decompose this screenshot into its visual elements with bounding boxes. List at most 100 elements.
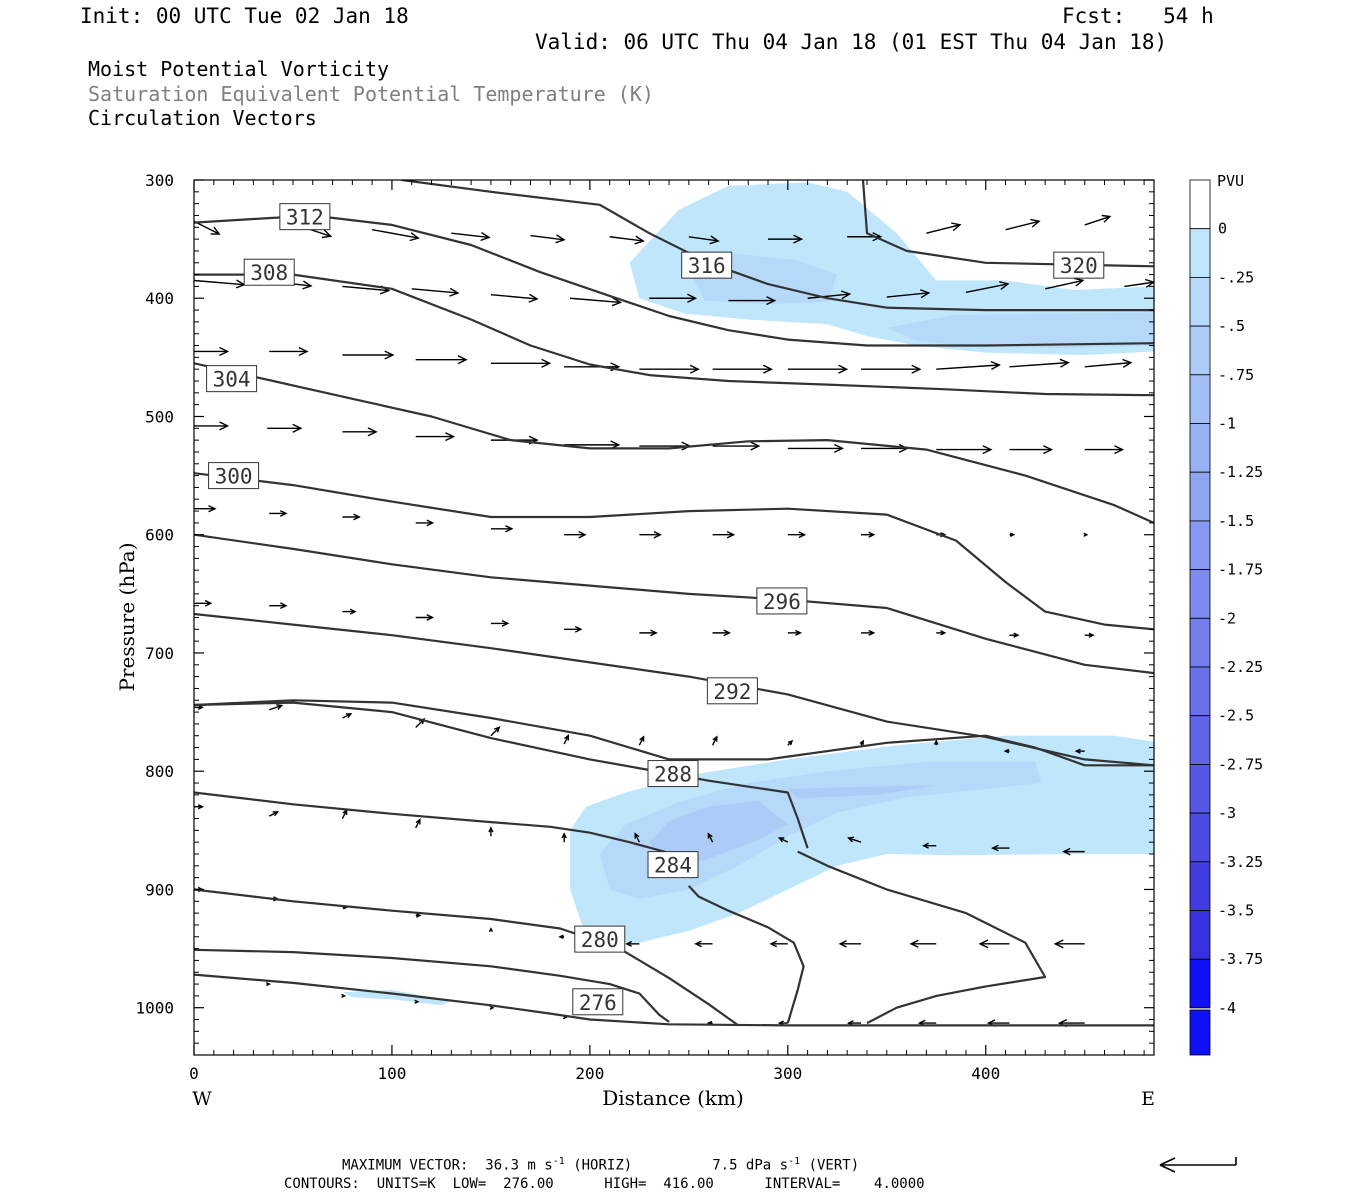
circulation-vector (415, 519, 435, 527)
theta-contour-296 (194, 533, 1154, 675)
valid-time: Valid: 06 UTC Thu 04 Jan 18 (01 EST Thu … (535, 30, 1168, 54)
circulation-vector (639, 364, 700, 374)
contour-label: 300 (215, 465, 253, 489)
circulation-vector (269, 346, 309, 357)
y-tick-label: 1000 (135, 999, 174, 1018)
circulation-vector (688, 235, 720, 245)
circulation-vector (1084, 358, 1133, 368)
circulation-vector (194, 421, 230, 431)
circulation-vector (639, 629, 658, 637)
contour-label-box (706, 677, 758, 705)
contour-label: 316 (688, 254, 726, 278)
colorbar-level-label: -.75 (1218, 366, 1254, 384)
max-vector-info: MAXIMUM VECTOR: 36.3 m s-1 (HORIZ) 7.5 dP… (342, 1156, 859, 1174)
colorbar-swatch (1189, 520, 1211, 571)
circulation-vector (451, 232, 491, 242)
vert-unit: (VERT) (808, 1157, 860, 1174)
colorbar-swatch (1189, 617, 1211, 668)
init-time: Init: 00 UTC Tue 02 Jan 18 (80, 4, 409, 28)
x-end-label-east: E (1141, 1088, 1155, 1110)
circulation-vector (886, 289, 931, 299)
field-title-vectors: Circulation Vectors (88, 106, 317, 130)
colorbar-level-label: -1.25 (1218, 463, 1263, 481)
circulation-vector (194, 504, 217, 513)
circulation-vector (488, 826, 494, 837)
circulation-vector (269, 510, 288, 517)
pv-region (787, 785, 937, 799)
contour-label-box (647, 851, 699, 879)
colorbar-swatch (1189, 715, 1211, 765)
colorbar-title: PVU (1217, 172, 1244, 190)
circulation-vector (712, 364, 774, 374)
contour-label-box (572, 988, 624, 1016)
circulation-vector (530, 234, 566, 244)
contour-label-box (206, 365, 258, 393)
circulation-vector (194, 704, 204, 711)
circulation-vector (269, 602, 288, 610)
forecast-hour: Fcst: 54 h (1062, 4, 1214, 28)
contour-label: 292 (713, 680, 751, 704)
circulation-vector (787, 443, 845, 453)
reference-vector-arrow (1159, 1157, 1237, 1173)
contour-label: 296 (763, 590, 801, 614)
circulation-vector (926, 222, 962, 234)
circulation-vector (1084, 445, 1125, 455)
colorbar-level-label: -3.5 (1218, 902, 1254, 920)
circulation-vector (268, 704, 284, 711)
circulation-vector (490, 525, 514, 533)
circulation-vector (415, 913, 422, 918)
circulation-vector (561, 832, 567, 843)
theta-contour-276 (194, 973, 1154, 1027)
circulation-vector (1062, 847, 1085, 856)
circulation-vector (728, 296, 777, 306)
circulation-vector (846, 836, 862, 843)
field-title-pv: Moist Potential Vorticity (88, 57, 390, 81)
circulation-vector (342, 350, 395, 360)
circulation-vector (777, 837, 789, 843)
circulation-vector (342, 608, 357, 615)
circulation-vector (639, 530, 663, 539)
theta-contour-288 (194, 701, 809, 849)
theta-contour-316 (401, 180, 1154, 312)
contour-label-box (208, 462, 260, 490)
circulation-vector (1083, 532, 1089, 537)
colorbar-level-label: -1.75 (1218, 561, 1263, 579)
x-end-label-west: W (192, 1088, 212, 1110)
max-vector-value: MAXIMUM VECTOR: 36.3 m s (342, 1157, 553, 1174)
circulation-vector (609, 235, 645, 245)
circulation-vector (267, 423, 303, 433)
contour-label: 320 (1060, 254, 1098, 278)
circulation-vector (194, 279, 247, 289)
contour-label: 284 (654, 854, 692, 878)
circulation-vector (922, 842, 937, 849)
colorbar-swatch (1189, 374, 1211, 424)
vert-vector-value: 7.5 dPa s (712, 1157, 789, 1174)
colorbar-level-label: -2 (1218, 609, 1236, 627)
colorbar-level-label: -2.5 (1218, 707, 1254, 725)
theta-contour-320 (861, 180, 1154, 268)
contour-label: 288 (654, 763, 692, 787)
circulation-vector (936, 630, 947, 636)
contour-label: 280 (581, 928, 619, 952)
circulation-vector (991, 844, 1010, 852)
circulation-vector (488, 927, 494, 933)
circulation-vector (1084, 632, 1095, 638)
y-tick-label: 700 (145, 644, 174, 663)
theta-contour-280 (797, 850, 1047, 1025)
circulation-vector (807, 290, 852, 300)
pv-region (342, 990, 452, 1006)
y-tick-label: 800 (145, 762, 174, 781)
contour-label: 308 (250, 261, 288, 285)
circulation-vector (563, 734, 569, 745)
circulation-vector (965, 281, 1010, 294)
theta-contour-280 (194, 948, 670, 1023)
circulation-vector (372, 228, 420, 242)
circulation-vector (1053, 939, 1085, 949)
circulation-vector (268, 811, 280, 817)
colorbar-swatch (1189, 423, 1211, 473)
colorbar-level-label: -.25 (1218, 268, 1254, 286)
theta-contour-304 (194, 362, 1154, 524)
colorbar-swatch (1189, 1009, 1211, 1056)
colorbar-swatch (1189, 666, 1211, 717)
